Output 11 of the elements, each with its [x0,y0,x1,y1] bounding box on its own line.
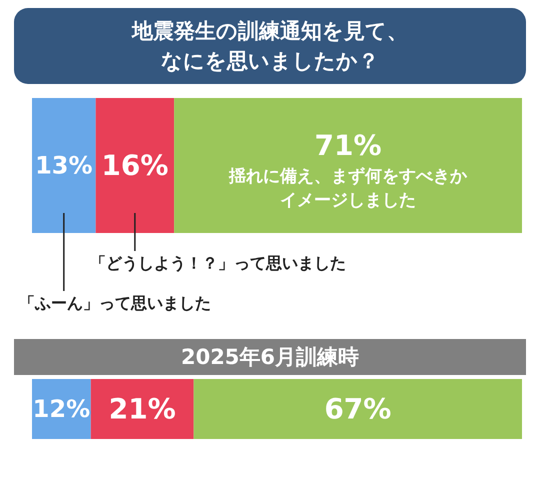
text: 「ふーん」って思いました [18,294,211,312]
data-label: 21% [108,392,176,426]
data-label: 71% [314,128,382,162]
chart-title: 2025年6月訓練時 [180,344,360,371]
series-label: 揺れに備え、まず何をすべきかイメージしました [228,166,468,210]
data-label: 13% [35,152,93,180]
data-label: 67% [324,392,392,426]
data-label: 16% [101,149,168,182]
data-label: 12% [32,395,90,423]
chart-title: 地震発生の訓練通知を見て、なにを思いましたか？ [130,18,409,75]
series-label: 「どうしよう！？」って思いました [90,254,346,272]
